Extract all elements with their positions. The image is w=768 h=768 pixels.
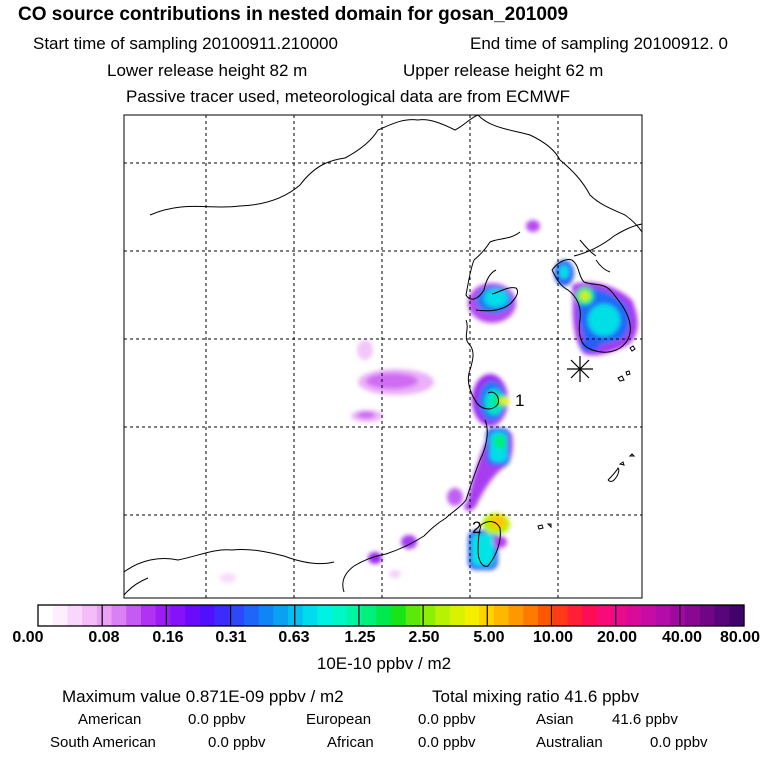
colorbar-tick-label: 0.63 — [278, 629, 310, 646]
chart-title: CO source contributions in nested domain… — [18, 4, 569, 25]
region-value: 0.0 ppbv — [418, 711, 476, 728]
region-value: 0.0 ppbv — [208, 734, 266, 751]
plume-taiwan-orange — [490, 515, 506, 529]
lower-release-height: Lower release height 82 m — [107, 61, 308, 80]
contribution-map: 1 2 — [123, 114, 643, 599]
north-border — [149, 115, 479, 216]
maximum-value: Maximum value 0.871E-09 ppbv / m2 — [62, 687, 344, 706]
region-value: 0.0 ppbv — [650, 734, 708, 751]
plume-fujian — [447, 488, 463, 506]
colorbar-tick-label: 80.00 — [719, 629, 761, 646]
plume-central-north — [357, 340, 373, 360]
region-name: American — [78, 711, 142, 728]
region-name: South American — [50, 734, 156, 751]
islands — [537, 345, 636, 530]
plume-korea-nw-core — [559, 265, 569, 279]
plume-korea-cyan — [588, 304, 620, 336]
shandong-coast — [475, 287, 519, 312]
north-border-east — [477, 115, 561, 161]
plume-guangdong-east — [401, 535, 417, 549]
end-time-label: End time of sampling 20100912. 0 — [470, 34, 729, 53]
start-time-label: Start time of sampling 20100911.210000 — [33, 34, 338, 53]
map-frame — [123, 114, 643, 599]
total-mixing-ratio: Total mixing ratio 41.6 ppbv — [432, 687, 639, 706]
liaodong-coast — [473, 231, 521, 261]
marker-2: 2 — [472, 518, 481, 537]
plume-guangdong — [368, 552, 382, 564]
plume-korea-south — [580, 338, 600, 352]
plume-liaoning — [526, 220, 540, 232]
colorbar-tick-label: 40.00 — [661, 629, 703, 646]
region-value: 0.0 ppbv — [188, 711, 246, 728]
plume-central-south-core — [357, 411, 375, 419]
colorbar-tick-label: 0.08 — [88, 629, 120, 646]
plume-central-core — [366, 373, 418, 389]
colorbar-tick-label: 1.25 — [344, 629, 376, 646]
plume-korea-yellow — [580, 291, 590, 301]
colorbar-tick-label: 0.00 — [12, 629, 44, 646]
korea-coast — [551, 259, 631, 353]
region-name: European — [306, 711, 372, 728]
region-name: Asian — [536, 711, 574, 728]
colorbar-tick-label: 5.00 — [473, 629, 505, 646]
manchuria-border — [559, 159, 642, 233]
korea-inner-border — [579, 239, 611, 273]
region-name: Australian — [536, 734, 603, 751]
korea-north-border — [573, 223, 642, 257]
marker-1: 1 — [515, 391, 524, 410]
colorbar-tick-label: 0.31 — [215, 629, 247, 646]
plume-layer — [220, 220, 638, 583]
china-south-coast — [342, 535, 425, 593]
taiwan-coast — [477, 521, 501, 567]
receptor-star-icon — [567, 356, 593, 382]
colorbar-tick-label: 10.00 — [532, 629, 574, 646]
plume-shandong-core — [484, 289, 508, 307]
plume-hainan-strait — [389, 570, 401, 578]
colorbar-tick-label: 0.16 — [152, 629, 184, 646]
region-name: African — [327, 734, 374, 751]
tracer-note: Passive tracer used, meteorological data… — [126, 87, 571, 106]
colorbar-units: 10E-10 ppbv / m2 — [316, 654, 452, 673]
plume-zhejiang-green — [494, 435, 506, 449]
bohai-coast — [465, 259, 497, 300]
colorbar-tick-label: 2.50 — [408, 629, 440, 646]
southwest-border-2 — [124, 577, 149, 596]
region-value: 0.0 ppbv — [418, 734, 476, 751]
graticule — [124, 115, 642, 598]
plume-taiwan-cyan — [472, 534, 494, 566]
region-value: 41.6 ppbv — [612, 711, 678, 728]
china-east-coast — [423, 391, 499, 537]
plume-southwest — [220, 573, 236, 583]
upper-release-height: Upper release height 62 m — [403, 61, 604, 80]
coastline-layer — [124, 115, 642, 596]
plume-shanghai-yellow — [500, 397, 510, 405]
jiangsu-coast — [465, 319, 476, 401]
southwest-border — [124, 549, 335, 573]
colorbar-tick-label: 20.00 — [596, 629, 638, 646]
